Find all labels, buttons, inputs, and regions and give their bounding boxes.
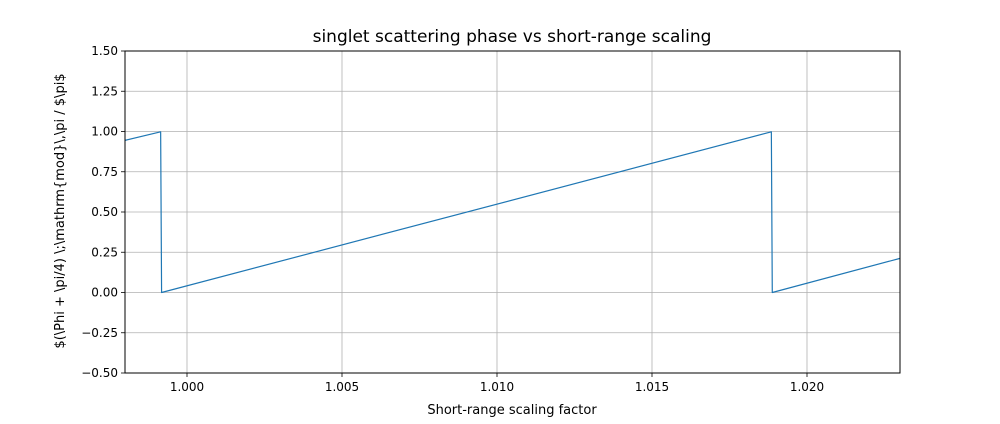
x-axis-ticks: 1.000 1.005 1.010 1.015 1.020 <box>170 373 824 394</box>
y-tick-label: 0.00 <box>91 286 118 300</box>
y-tick-label: −0.50 <box>81 366 118 380</box>
x-tick-label: 1.010 <box>480 380 514 394</box>
series-layer <box>124 131 901 294</box>
y-tick-label: −0.25 <box>81 326 118 340</box>
x-tick-label: 1.015 <box>635 380 669 394</box>
x-tick-label: 1.005 <box>325 380 359 394</box>
x-axis-label: Short-range scaling factor <box>427 403 597 418</box>
y-tick-label: 1.50 <box>91 44 118 58</box>
y-tick-label: 0.75 <box>91 165 118 179</box>
y-tick-label: 0.50 <box>91 205 118 219</box>
series-line <box>124 131 901 294</box>
y-axis-ticks: −0.50 −0.25 0.00 0.25 0.50 0.75 1.00 1.25 1.50 <box>81 44 125 380</box>
x-tick-label: 1.000 <box>170 380 204 394</box>
y-tick-label: 0.25 <box>91 245 118 259</box>
y-tick-label: 1.25 <box>91 84 118 98</box>
y-axis-label: $(\Phi + \pi/4) \;\mathrm{mod}\,\pi / $\… <box>53 73 68 348</box>
x-tick-label: 1.020 <box>790 380 824 394</box>
y-tick-label: 1.00 <box>91 125 118 139</box>
chart-title: singlet scattering phase vs short-range … <box>313 27 712 47</box>
